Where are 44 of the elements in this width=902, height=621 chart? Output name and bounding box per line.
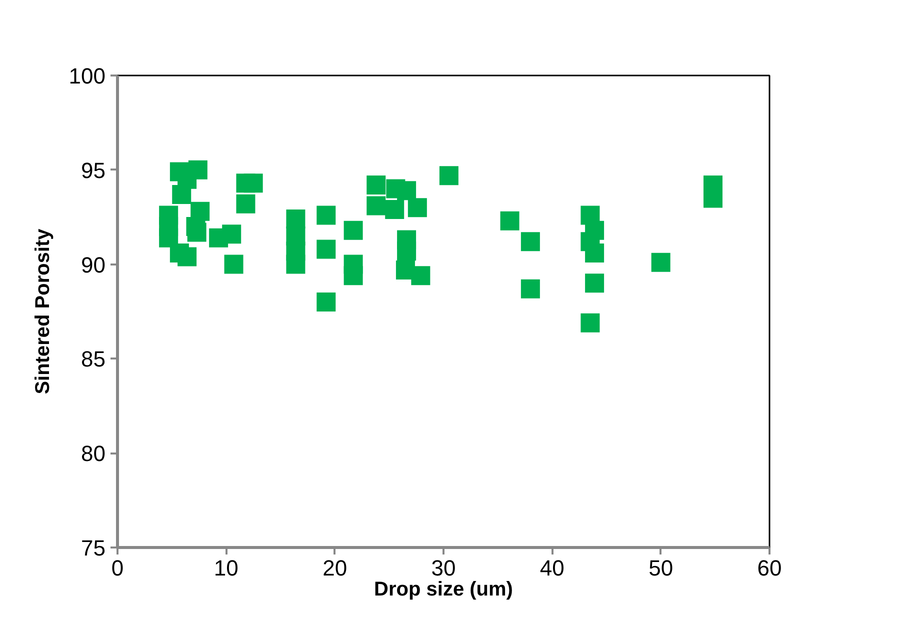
point [224, 254, 244, 274]
point [344, 266, 363, 286]
x-axis-title: Drop size (um) [374, 578, 513, 600]
y-tick-label: 95 [81, 158, 106, 183]
point [222, 224, 242, 244]
point [236, 194, 256, 214]
point [344, 220, 363, 240]
point [244, 174, 263, 193]
point [585, 274, 604, 293]
point [366, 196, 386, 216]
point [286, 254, 306, 274]
point [500, 211, 520, 230]
x-tick-label: 60 [757, 556, 782, 580]
x-tick-label: 10 [214, 556, 238, 580]
point [411, 266, 430, 286]
point [439, 166, 458, 186]
point [178, 247, 197, 266]
point [172, 184, 192, 204]
point [580, 313, 600, 332]
y-tick-label: 85 [81, 346, 106, 372]
y-tick-label: 90 [81, 252, 106, 278]
point [385, 200, 404, 220]
x-tick-label: 40 [540, 556, 564, 580]
y-tick-label: 100 [68, 64, 106, 88]
point [520, 279, 540, 298]
x-tick-label: 20 [322, 556, 348, 580]
x-tick-label: 0 [111, 556, 124, 580]
point [520, 232, 540, 252]
point [397, 242, 416, 261]
point [187, 222, 206, 242]
point [408, 198, 427, 218]
point [159, 228, 178, 248]
x-tick-label: 30 [431, 556, 456, 580]
point [366, 176, 386, 195]
point [316, 292, 336, 312]
y-tick-label: 80 [81, 441, 106, 466]
point [651, 252, 670, 272]
y-axis-title: Sintered Porosity [32, 228, 54, 394]
point [316, 240, 336, 259]
point [397, 181, 416, 200]
x-tick-label: 50 [648, 556, 674, 580]
point [316, 206, 336, 225]
y-tick-label: 75 [81, 536, 106, 560]
point [585, 243, 604, 262]
